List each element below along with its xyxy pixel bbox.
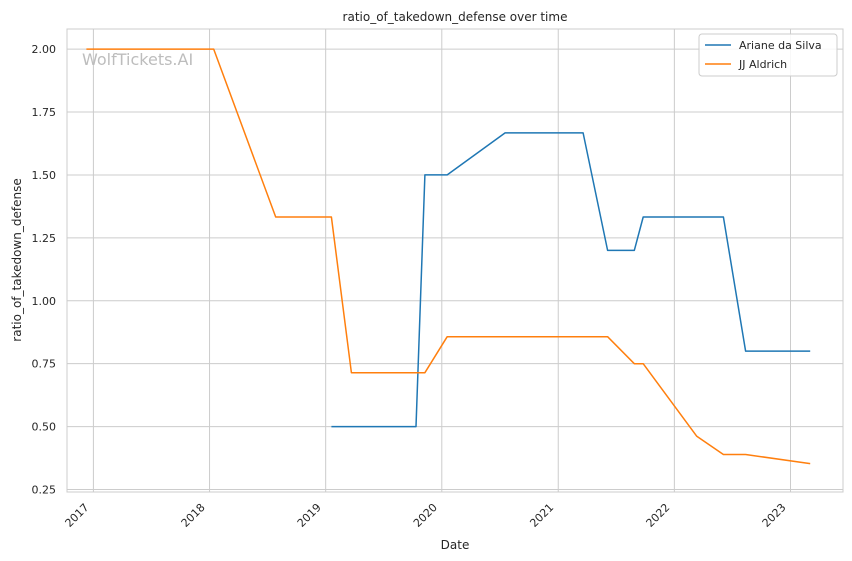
legend-label-ariane-da-silva: Ariane da Silva [739,39,822,52]
y-tick-label: 1.75 [32,106,57,119]
watermark: WolfTickets.AI [82,50,193,69]
x-axis-title: Date [441,538,470,552]
y-tick-label: 0.75 [32,358,57,371]
x-axis-ticks: 2017 2018 2019 2020 2021 2022 2023 [63,501,789,530]
x-tick-label: 2018 [179,501,208,530]
plot-frame [66,28,844,493]
legend-frame [698,33,838,77]
legend-label-jj-aldrich: JJ Aldrich [738,58,787,71]
x-tick-label: 2017 [63,501,92,530]
grid [67,29,843,492]
y-tick-label: 0.50 [32,421,57,434]
y-tick-label: 0.25 [32,483,57,496]
x-tick-label: 2021 [527,501,556,530]
y-axis-ticks: 0.25 0.50 0.75 1.00 1.25 1.50 1.75 2.00 [32,43,57,496]
x-tick-label: 2020 [411,501,440,530]
series-line-ariane-da-silva [331,132,811,428]
y-tick-label: 1.25 [32,232,57,245]
y-tick-label: 1.50 [32,169,57,182]
y-tick-label: 1.00 [32,295,57,308]
legend: Ariane da Silva JJ Aldrich [698,33,838,77]
x-tick-label: 2019 [295,501,324,530]
series-line-jj-aldrich [86,48,811,465]
y-axis-title: ratio_of_takedown_defense [10,178,24,341]
x-tick-label: 2023 [760,501,789,530]
x-tick-label: 2022 [644,501,673,530]
y-tick-label: 2.00 [32,43,57,56]
chart-title: ratio_of_takedown_defense over time [343,10,568,24]
series-lines [86,48,811,465]
